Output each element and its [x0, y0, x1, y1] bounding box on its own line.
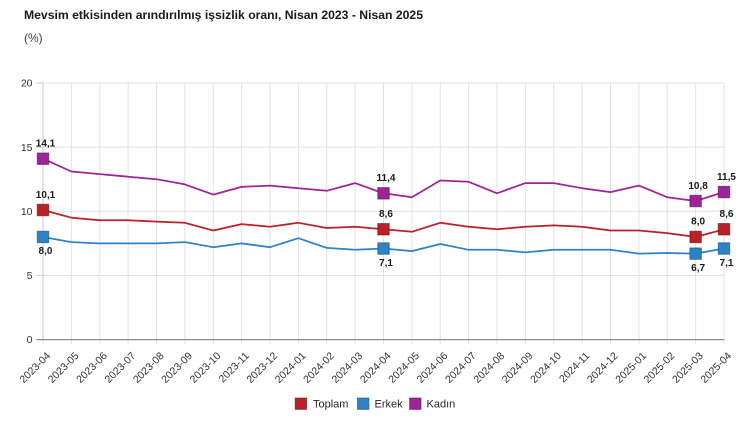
- svg-text:Kadın: Kadın: [427, 399, 456, 411]
- svg-text:14,1: 14,1: [36, 138, 56, 149]
- svg-text:11,5: 11,5: [717, 172, 736, 183]
- svg-text:15: 15: [21, 142, 33, 154]
- svg-text:10: 10: [21, 206, 33, 218]
- svg-text:8,0: 8,0: [39, 246, 53, 257]
- svg-text:11,4: 11,4: [377, 173, 396, 184]
- svg-text:0: 0: [27, 334, 33, 346]
- svg-text:Toplam: Toplam: [313, 399, 348, 411]
- svg-text:7,1: 7,1: [720, 258, 734, 269]
- svg-text:10,8: 10,8: [688, 181, 708, 192]
- svg-text:8,6: 8,6: [379, 209, 393, 220]
- svg-text:20: 20: [21, 78, 33, 90]
- svg-text:7,1: 7,1: [379, 258, 393, 269]
- svg-text:5: 5: [27, 270, 33, 282]
- svg-text:6,7: 6,7: [691, 263, 705, 274]
- svg-text:8,0: 8,0: [691, 217, 705, 228]
- svg-text:Erkek: Erkek: [375, 399, 404, 411]
- svg-text:10,1: 10,1: [36, 190, 56, 201]
- svg-text:8,6: 8,6: [720, 209, 734, 220]
